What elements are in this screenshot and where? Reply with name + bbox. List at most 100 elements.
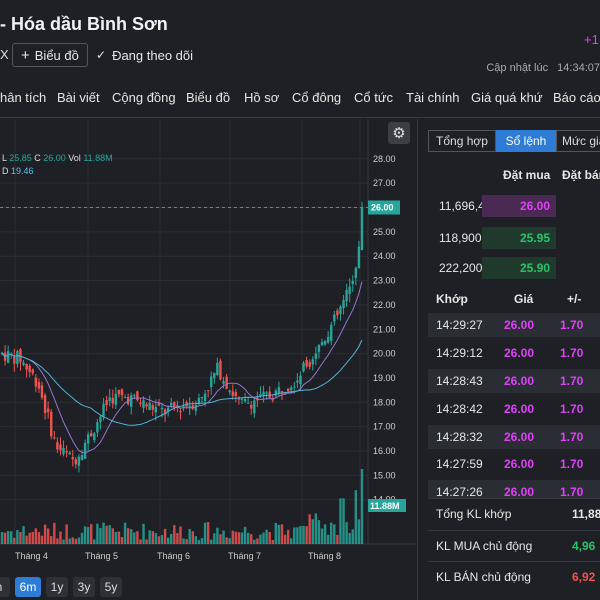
volume-bar — [222, 530, 225, 544]
volume-bar — [99, 528, 102, 544]
volume-bar — [86, 527, 90, 544]
candle-body — [206, 390, 210, 392]
nav-item-shareholders[interactable]: Cổ đông — [292, 90, 342, 105]
volume-bar — [277, 524, 281, 544]
candle-body — [105, 399, 108, 406]
volume-bar — [74, 538, 78, 544]
candle-body — [188, 405, 191, 409]
candle-body — [330, 324, 333, 341]
range-button-3y[interactable]: 3y — [73, 577, 95, 597]
chart-legend-ma: D 19.46 — [2, 166, 34, 176]
match-row: 14:29:27 26.00 1.70 — [428, 313, 600, 337]
volume-bar — [136, 531, 139, 544]
last-price-tag — [368, 200, 400, 215]
y-tick-label: 28.00 — [373, 154, 396, 164]
follow-button-label: Đang theo dõi — [112, 47, 194, 63]
candle-body — [136, 391, 139, 401]
candle-body — [345, 290, 348, 301]
range-button-n[interactable]: n — [0, 577, 10, 597]
nav-item-analysis[interactable]: hân tích — [0, 90, 47, 105]
nav-item-price-history[interactable]: Giá quá khứ — [471, 90, 543, 105]
candle-body — [240, 398, 244, 400]
match-time: 14:29:12 — [436, 346, 483, 360]
volume-bar — [299, 526, 302, 544]
nav-item-dividends[interactable]: Cổ tức — [354, 90, 394, 105]
chart-button[interactable]: + Biểu đồ — [12, 43, 88, 67]
chart-area[interactable] — [0, 119, 418, 600]
range-button-1y[interactable]: 1y — [46, 577, 68, 597]
candle-body — [50, 411, 53, 437]
candle-body — [68, 452, 71, 455]
volume-bar — [157, 536, 161, 544]
candle-body — [320, 341, 324, 346]
candle-body — [154, 406, 158, 413]
candle-body — [277, 387, 281, 394]
volume-bar — [46, 528, 50, 544]
volume-bar — [259, 534, 262, 544]
bid-volume: 118,900 — [439, 231, 482, 245]
match-change: 1.70 — [560, 457, 584, 471]
candle-body — [182, 406, 185, 408]
summary-row-sell: KL BÁN chủ động 6,92 — [428, 561, 600, 592]
legend-ma: 19.46 — [11, 166, 34, 176]
candle-body — [326, 336, 330, 343]
summary-row-buy: KL MUA chủ động 4,96 — [428, 530, 600, 561]
nav-item-posts[interactable]: Bài viết — [57, 90, 100, 105]
legend-vol: 11.88M — [83, 153, 113, 163]
volume-bar — [185, 539, 188, 544]
match-time: 14:27:59 — [436, 457, 483, 471]
candle-body — [65, 451, 68, 453]
y-tick-label: 24.00 — [373, 251, 396, 261]
volume-bar — [228, 538, 231, 544]
gear-icon[interactable]: ⚙ — [388, 122, 410, 144]
volume-bar — [231, 530, 234, 544]
candle-body — [28, 365, 31, 373]
volume-bar — [10, 531, 13, 544]
ask-header: Đặt bán — [562, 168, 600, 182]
volume-bar — [317, 520, 321, 544]
summary-row-total: Tổng KL khớp 11,88 — [428, 498, 600, 529]
summary-label: KL BÁN chủ động — [436, 570, 531, 584]
candle-body — [160, 407, 164, 410]
x-tick-label: Tháng 7 — [228, 551, 261, 561]
candle-body — [237, 398, 241, 400]
nav-item-community[interactable]: Cộng đồng — [112, 90, 176, 105]
match-change: 1.70 — [560, 374, 584, 388]
volume-bar — [179, 526, 182, 544]
nav-item-profile[interactable]: Hồ sơ — [244, 90, 280, 105]
match-row: 14:27:26 26.00 1.70 — [428, 480, 600, 498]
y-tick-label: 21.00 — [373, 324, 396, 334]
tab-price-levels[interactable]: Mức giá — [556, 130, 600, 152]
volume-bar — [117, 531, 121, 544]
nav-item-financials[interactable]: Tài chính — [406, 90, 460, 105]
range-button-6m[interactable]: 6m — [15, 577, 41, 597]
volume-bar — [182, 538, 185, 544]
price-chart[interactable]: 28.00 27.00 26.00 25.00 24.00 23.00 22.00 21.00… — [0, 119, 418, 600]
candle-body — [274, 390, 278, 396]
candle-body — [40, 385, 44, 398]
y-tick-label: 20.00 — [373, 349, 396, 359]
candle-body — [173, 402, 176, 408]
follow-button[interactable]: ✓ Đang theo dõi — [96, 43, 193, 67]
volume-bar — [302, 525, 305, 544]
range-button-5y[interactable]: 5y — [100, 577, 122, 597]
volume-bar — [348, 532, 351, 544]
volume-bar — [151, 531, 154, 544]
nav-item-chart[interactable]: Biểu đồ — [186, 90, 231, 105]
volume-bar — [114, 532, 118, 544]
candle-body — [305, 360, 308, 367]
volume-bar — [197, 539, 201, 544]
match-time: 14:28:32 — [436, 430, 483, 444]
volume-bar — [314, 513, 318, 544]
tab-summary[interactable]: Tổng hợp — [428, 130, 496, 152]
candle-body — [213, 373, 216, 379]
tab-order-book[interactable]: Sổ lệnh — [496, 130, 556, 152]
nav-item-reports[interactable]: Báo cáo — [553, 90, 600, 105]
y-tick-label: 16.00 — [373, 446, 396, 456]
bid-price: 25.95 — [482, 227, 556, 249]
volume-bar — [123, 522, 127, 544]
candle-body — [83, 443, 87, 459]
candle-body — [194, 405, 198, 411]
volume-bar — [311, 519, 314, 544]
candle-body — [16, 351, 19, 365]
